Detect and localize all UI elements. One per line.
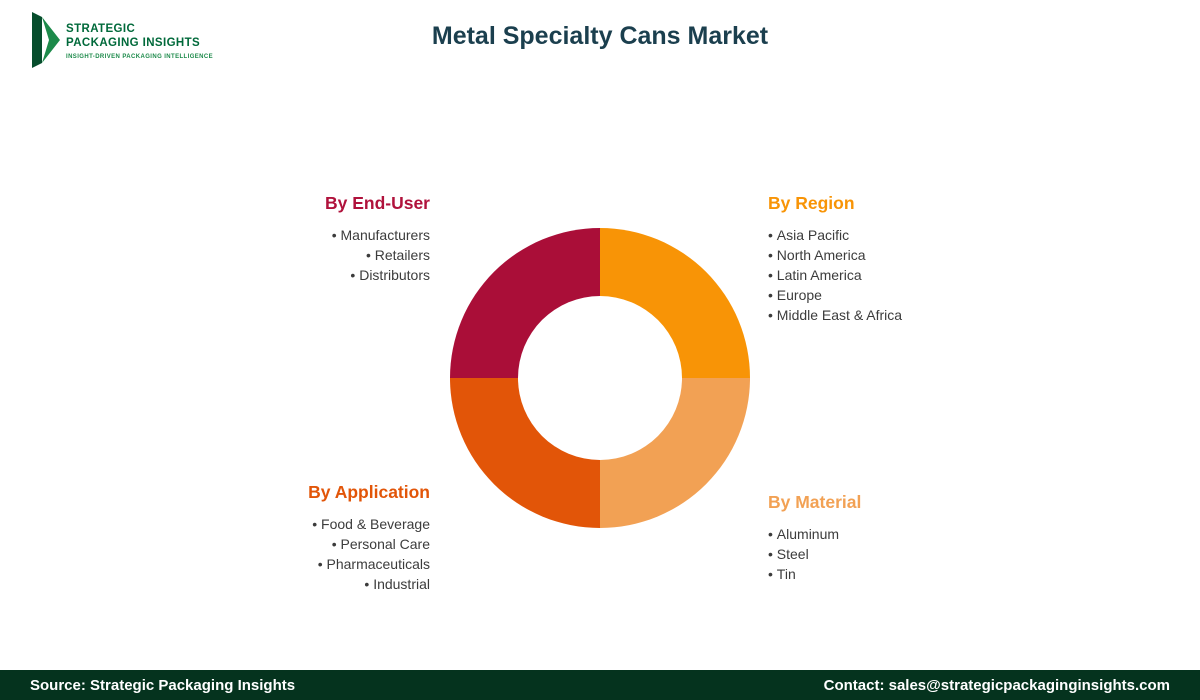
segment-group-region: By Region Asia Pacific North America Lat… [768,193,1068,325]
list-item: Latin America [768,265,1068,285]
list-item: Middle East & Africa [768,305,1068,325]
list-item: Distributors [150,265,430,285]
list-item: Pharmaceuticals [150,554,431,574]
brand-logo: STRATEGIC PACKAGING INSIGHTS INSIGHT-DRI… [30,12,213,73]
list-item: Industrial [150,574,430,594]
list-item: Retailers [150,245,430,265]
donut-chart [450,228,750,528]
segment-heading-region: By Region [768,193,855,213]
segment-list-region: Asia Pacific North America Latin America… [768,225,1068,325]
brand-tagline: INSIGHT-DRIVEN PACKAGING INTELLIGENCE [66,54,214,60]
segment-heading-material: By Material [768,492,862,512]
footer-bar: Source: Strategic Packaging Insights Con… [0,670,1200,700]
list-item: Asia Pacific [768,225,1068,245]
footer-source: Source: Strategic Packaging Insights [30,676,296,694]
segment-list-end-user: Manufacturers Retailers Distributors [150,225,430,285]
segment-group-application: By Application Food & Beverage Personal … [150,482,430,594]
list-item: Tin [768,564,1068,584]
segment-heading-application: By Application [308,482,430,502]
brand-name-line1: STRATEGIC [66,23,136,35]
brand-arrow-icon [30,12,60,73]
segment-list-application: Food & Beverage Personal Care Pharmaceut… [150,514,430,594]
donut-hole [518,296,682,460]
list-item: Steel [768,544,1068,564]
list-item: Manufacturers [150,225,430,245]
list-item: Europe [768,285,1068,305]
list-item: North America [768,245,1068,265]
segment-group-end-user: By End-User Manufacturers Retailers Dist… [150,193,430,285]
brand-text: STRATEGIC PACKAGING INSIGHTS INSIGHT-DRI… [66,12,213,60]
list-item: Personal Care [150,534,431,554]
segment-list-material: Aluminum Steel Tin [768,524,1068,584]
segment-heading-end-user: By End-User [324,193,430,213]
segment-group-material: By Material Aluminum Steel Tin [768,492,1068,584]
list-item: Aluminum [768,524,1068,544]
footer-contact: Contact: sales@strategicpackaginginsight… [823,676,1170,694]
page-title: Metal Specialty Cans Market [431,22,769,50]
brand-name-line2: PACKAGING INSIGHTS [66,37,201,49]
list-item: Food & Beverage [150,514,430,534]
